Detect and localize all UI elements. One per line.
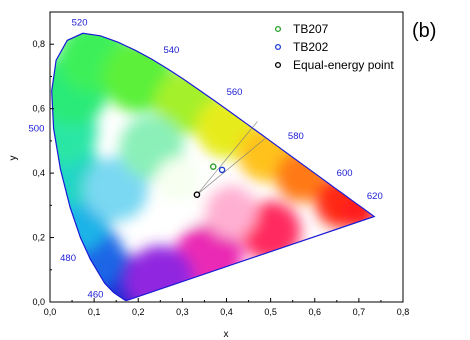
y-axis-ticks: 0,0 0,2 0,4 0,6 0,8: [32, 11, 54, 307]
x-axis-ticks: 0,0 0,1 0,2 0,3 0,4 0,5 0,6 0,7 0,8: [44, 298, 410, 317]
y-tick-label: 0,6: [32, 104, 45, 114]
data-point: [209, 163, 217, 170]
wavelength-label: 460: [88, 290, 104, 301]
y-tick-label: 0,8: [32, 39, 45, 49]
wavelength-label: 600: [337, 168, 353, 179]
x-tick-label: 0,5: [264, 307, 277, 317]
x-tick-label: 0,3: [176, 307, 189, 317]
wavelength-label: 480: [60, 253, 76, 264]
legend-label-equal-energy: Equal-energy point: [293, 58, 394, 72]
wavelength-label: 580: [288, 131, 304, 142]
y-tick-label: 0,2: [32, 233, 45, 243]
gamut-fill: [51, 33, 375, 301]
x-tick-label: 0,8: [397, 307, 410, 317]
wavelength-label: 540: [163, 45, 179, 56]
gamut-blob: [84, 157, 149, 222]
x-tick-label: 0,6: [308, 307, 321, 317]
data-point: [193, 191, 201, 198]
x-tick-label: 0,1: [88, 307, 101, 317]
legend-marker-tb202: [274, 43, 282, 51]
x-tick-label: 0,7: [353, 307, 366, 317]
guide-line: [196, 137, 267, 195]
y-tick-label: 0,0: [32, 297, 45, 307]
gamut-blob: [126, 245, 195, 301]
gamut-blob: [204, 185, 257, 238]
y-axis-label: y: [8, 156, 19, 161]
guide-lines: [196, 121, 267, 195]
legend-marker-tb207: [274, 25, 282, 33]
x-tick-label: 0,0: [44, 307, 57, 317]
wavelength-label: 620: [367, 191, 383, 202]
y-tick-label: 0,4: [32, 168, 45, 178]
data-point: [218, 166, 226, 174]
legend: TB207 TB202 Equal-energy point: [274, 22, 394, 72]
x-tick-label: 0,4: [220, 307, 233, 317]
gamut-blob: [155, 157, 200, 202]
legend-label-tb207: TB207: [293, 22, 329, 36]
wavelength-label: 520: [72, 17, 88, 28]
data-points: [193, 163, 226, 198]
wavelength-labels: 460 480 500 520 540 560 580 600 620: [29, 17, 383, 300]
guide-line: [196, 121, 258, 195]
spectral-locus: [51, 32, 376, 302]
wavelength-label: 500: [29, 124, 45, 135]
x-tick-label: 0,2: [132, 307, 145, 317]
wavelength-label: 560: [227, 87, 243, 98]
panel-label: (b): [412, 20, 436, 42]
legend-marker-equal-energy: [274, 61, 282, 69]
x-axis-label: x: [224, 329, 229, 340]
legend-label-tb202: TB202: [293, 40, 329, 54]
